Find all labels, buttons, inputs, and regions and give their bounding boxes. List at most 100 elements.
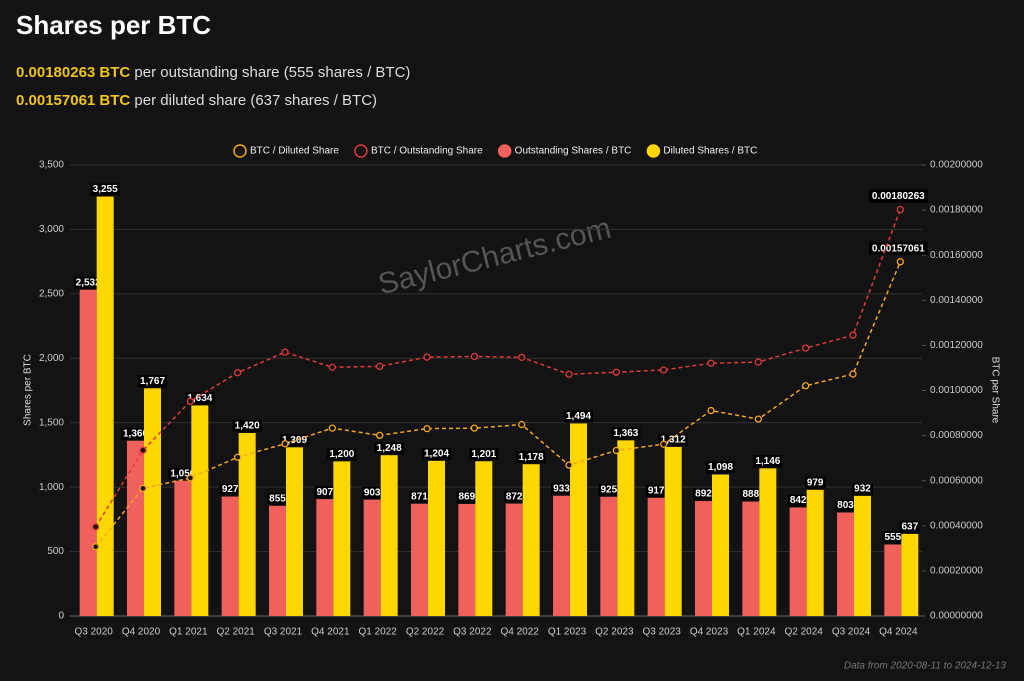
line-marker <box>234 369 242 377</box>
label-bg <box>503 490 525 503</box>
legend-label: Diluted Shares / BTC <box>663 146 757 157</box>
line <box>95 209 902 528</box>
data-label: 872 <box>506 491 523 502</box>
bar <box>269 505 286 616</box>
x-tick-label: Q2 2024 <box>784 627 823 638</box>
line-marker <box>660 366 668 374</box>
bar <box>363 499 381 616</box>
data-label: 1,767 <box>140 376 165 387</box>
data-label: 1,363 <box>613 428 638 439</box>
y-tick-label: 1,500 <box>39 417 64 428</box>
x-tick-label: Q1 2024 <box>737 627 776 638</box>
x-tick-label: Q1 2021 <box>169 627 208 638</box>
data-label: 1,200 <box>329 449 354 460</box>
y-tick-label: 3,500 <box>39 160 64 171</box>
bar <box>837 512 854 616</box>
label-bg <box>421 447 452 460</box>
header-line: 0.00180263 BTC per outstanding share (55… <box>16 64 410 81</box>
line-marker <box>470 424 478 432</box>
y-tick-label: 3,000 <box>39 224 64 235</box>
title: Shares per BTC <box>16 10 212 40</box>
label-bg <box>314 486 336 499</box>
data-label: 1,201 <box>471 449 496 460</box>
line-marker <box>802 344 810 352</box>
bar <box>505 503 523 616</box>
bar <box>522 464 540 616</box>
line-marker <box>612 368 620 376</box>
line-marker <box>896 205 904 214</box>
line-marker <box>849 370 857 378</box>
label-bg <box>137 375 168 388</box>
data-label: 1,634 <box>187 393 212 404</box>
legend-label: BTC / Outstanding Share <box>371 146 483 157</box>
line-marker <box>849 331 857 339</box>
y2-tick-label: 0.00100000 <box>930 385 983 396</box>
data-label: 892 <box>695 489 712 500</box>
bar <box>617 440 635 616</box>
x-tick-label: Q1 2023 <box>548 627 587 638</box>
line-marker <box>281 348 289 356</box>
y-tick-label: 0 <box>58 611 64 622</box>
line-marker <box>518 420 526 429</box>
data-label: 907 <box>316 487 333 498</box>
data-label: 3,255 <box>93 184 118 195</box>
x-tick-label: Q4 2023 <box>690 627 729 638</box>
bar <box>759 468 777 616</box>
label-bg <box>645 484 667 497</box>
data-label: 903 <box>364 487 381 498</box>
line-marker <box>92 543 100 551</box>
label-bg <box>551 482 572 495</box>
label-bg <box>693 488 714 501</box>
bar <box>127 440 144 616</box>
bar <box>286 447 303 616</box>
bar <box>901 533 919 616</box>
label-bg <box>787 494 809 507</box>
label-bg <box>90 183 120 196</box>
bar <box>380 455 398 616</box>
data-label: 555 <box>884 532 901 543</box>
data-label: 933 <box>553 483 570 494</box>
data-label: 932 <box>854 484 871 495</box>
data-label: 979 <box>807 477 824 488</box>
data-label: 888 <box>742 489 759 500</box>
x-tick-label: Q4 2020 <box>122 627 161 638</box>
line-marker <box>802 382 810 390</box>
bar <box>411 503 428 616</box>
y2-tick-label: 0.00000000 <box>930 611 983 622</box>
label-bg <box>563 410 594 423</box>
x-tick-label: Q3 2022 <box>453 627 492 638</box>
data-label: 1,248 <box>377 443 402 454</box>
data-label: 0.00157061 <box>872 243 925 254</box>
y2-tick-label: 0.00080000 <box>930 430 983 441</box>
x-tick-label: Q1 2022 <box>358 627 397 638</box>
bar <box>316 499 334 616</box>
y2-tick-label: 0.00160000 <box>930 250 983 261</box>
label-bg <box>327 448 357 461</box>
x-tick-label: Q2 2021 <box>216 627 255 638</box>
data-label: 855 <box>269 493 286 504</box>
data-label: 1,420 <box>235 421 260 432</box>
label-bg <box>835 499 856 512</box>
bar <box>742 501 760 616</box>
data-label: 637 <box>901 522 918 533</box>
bar <box>570 423 587 616</box>
bar <box>238 433 256 616</box>
label-bg <box>232 420 262 433</box>
line-marker <box>139 446 147 454</box>
label-bg <box>469 448 499 461</box>
bar <box>647 497 665 616</box>
bar <box>79 289 97 616</box>
label-bg <box>804 476 826 489</box>
data-label: 1,050 <box>170 468 195 479</box>
bar <box>789 507 807 616</box>
line-marker <box>707 359 715 367</box>
x-tick-label: Q3 2020 <box>74 627 113 638</box>
legend-swatch <box>497 144 512 158</box>
data-label: 803 <box>837 500 854 511</box>
x-tick-label: Q2 2023 <box>595 627 634 638</box>
line-marker <box>565 461 573 469</box>
x-tick-label: Q4 2021 <box>311 627 350 638</box>
line-marker <box>328 424 336 432</box>
y-tick-label: 2,500 <box>39 288 64 299</box>
